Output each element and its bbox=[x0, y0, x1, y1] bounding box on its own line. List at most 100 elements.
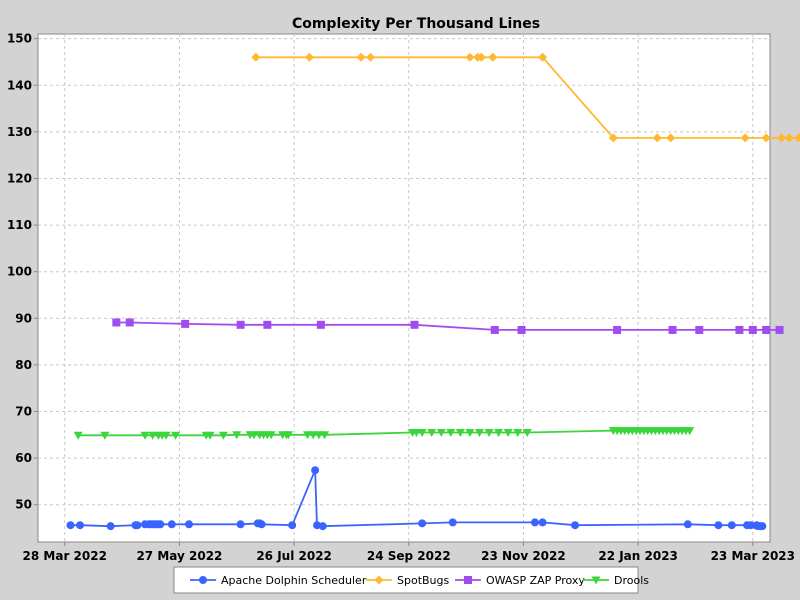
data-point bbox=[171, 431, 181, 440]
axis-layer: 50 60 70 80 90 100 110 120 130 140 150 28 Mar 2022 2… bbox=[7, 32, 795, 563]
data-point bbox=[746, 521, 755, 530]
data-point bbox=[167, 520, 176, 529]
legend: Apache Dolphin Scheduler SpotBugs OWASP ZA… bbox=[173, 566, 649, 594]
data-point bbox=[476, 52, 486, 62]
data-point bbox=[776, 133, 786, 143]
data-point bbox=[125, 318, 134, 327]
data-point bbox=[494, 428, 504, 437]
data-point bbox=[304, 52, 314, 62]
data-point bbox=[318, 522, 327, 531]
data-point bbox=[652, 133, 662, 143]
data-point bbox=[411, 428, 421, 437]
data-point bbox=[366, 52, 376, 62]
data-point bbox=[517, 325, 526, 334]
data-point bbox=[232, 431, 242, 440]
data-point bbox=[148, 431, 158, 440]
y-tick-label: 100 bbox=[7, 265, 32, 279]
y-tick-label: 50 bbox=[15, 498, 32, 512]
series-1 bbox=[251, 52, 800, 143]
data-point bbox=[181, 319, 190, 328]
data-point bbox=[513, 428, 523, 437]
data-point bbox=[236, 320, 245, 329]
legend-label: SpotBugs bbox=[397, 574, 450, 587]
grid-layer bbox=[38, 34, 770, 542]
y-tick-label: 80 bbox=[15, 358, 32, 372]
data-point bbox=[436, 428, 446, 437]
data-point bbox=[320, 431, 330, 440]
data-point bbox=[762, 325, 771, 334]
x-tick-label: 28 Mar 2022 bbox=[23, 549, 107, 563]
data-point bbox=[668, 325, 677, 334]
plot-area bbox=[37, 33, 771, 543]
y-tick-label: 60 bbox=[15, 451, 32, 465]
data-point bbox=[538, 518, 547, 527]
data-point bbox=[448, 518, 457, 527]
x-tick-label: 27 May 2022 bbox=[136, 549, 222, 563]
data-point bbox=[571, 521, 580, 530]
y-tick-label: 150 bbox=[7, 32, 32, 46]
x-tick-label: 24 Sep 2022 bbox=[367, 549, 451, 563]
data-point bbox=[418, 519, 427, 528]
series-2 bbox=[112, 318, 784, 334]
data-point bbox=[263, 320, 272, 329]
data-point bbox=[758, 522, 767, 531]
data-point bbox=[427, 428, 437, 437]
series-0 bbox=[66, 466, 767, 531]
data-point bbox=[530, 518, 539, 527]
data-point bbox=[288, 521, 297, 530]
data-point bbox=[503, 428, 513, 437]
legend-marker bbox=[591, 576, 601, 585]
y-tick-label: 130 bbox=[7, 125, 32, 139]
data-point bbox=[714, 521, 723, 530]
data-point bbox=[761, 133, 771, 143]
data-point bbox=[100, 431, 110, 440]
data-point bbox=[314, 431, 324, 440]
legend-box bbox=[173, 566, 639, 594]
legend-label: Apache Dolphin Scheduler bbox=[221, 574, 367, 587]
data-point bbox=[727, 521, 736, 530]
y-tick-label: 110 bbox=[7, 218, 32, 232]
data-point bbox=[106, 522, 115, 531]
data-point bbox=[446, 428, 456, 437]
legend-marker bbox=[464, 576, 472, 584]
data-point bbox=[184, 520, 193, 529]
data-point bbox=[66, 521, 75, 530]
data-point bbox=[465, 428, 475, 437]
data-point bbox=[775, 325, 784, 334]
data-point bbox=[608, 133, 618, 143]
series-layer bbox=[66, 52, 800, 531]
x-tick-label: 23 Mar 2023 bbox=[711, 549, 795, 563]
data-point bbox=[613, 325, 622, 334]
data-point bbox=[161, 431, 171, 440]
data-point bbox=[455, 428, 465, 437]
y-tick-label: 90 bbox=[15, 311, 32, 325]
data-point bbox=[740, 133, 750, 143]
y-tick-label: 140 bbox=[7, 78, 32, 92]
data-point bbox=[76, 521, 85, 530]
legend-label: OWASP ZAP Proxy bbox=[486, 574, 585, 587]
data-point bbox=[490, 325, 499, 334]
data-point bbox=[73, 431, 83, 440]
data-point bbox=[266, 431, 276, 440]
data-point bbox=[538, 52, 548, 62]
data-point bbox=[410, 320, 419, 329]
data-point bbox=[302, 431, 312, 440]
data-point bbox=[474, 428, 484, 437]
data-point bbox=[794, 133, 800, 143]
data-point bbox=[236, 520, 245, 529]
chart-title: Complexity Per Thousand Lines bbox=[292, 16, 540, 32]
x-tick-label: 26 Jul 2022 bbox=[256, 549, 332, 563]
data-point bbox=[735, 325, 744, 334]
data-point bbox=[133, 521, 142, 530]
series-3 bbox=[73, 427, 695, 440]
legend-label: Drools bbox=[614, 574, 649, 587]
legend-marker bbox=[374, 575, 384, 585]
data-point bbox=[140, 431, 150, 440]
data-point bbox=[311, 466, 320, 475]
x-tick-label: 22 Jan 2023 bbox=[598, 549, 678, 563]
data-point bbox=[218, 431, 228, 440]
data-point bbox=[308, 431, 318, 440]
x-tick-label: 23 Nov 2022 bbox=[481, 549, 566, 563]
data-point bbox=[156, 520, 165, 529]
